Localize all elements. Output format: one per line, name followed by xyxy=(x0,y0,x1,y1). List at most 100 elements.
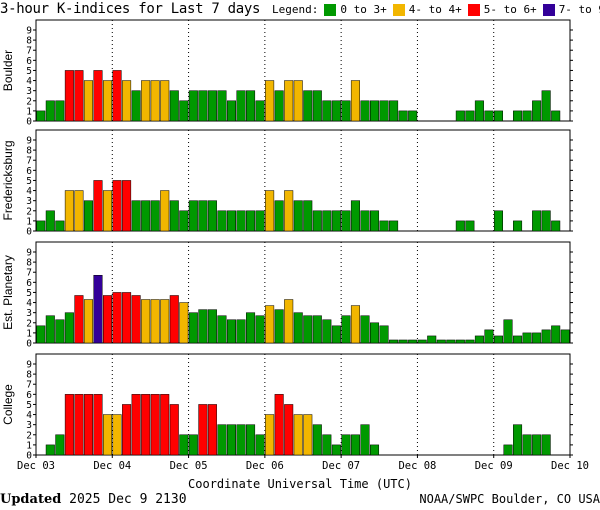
k-index-bar xyxy=(112,292,122,344)
k-index-bar xyxy=(179,434,189,456)
k-index-bar xyxy=(560,329,570,344)
k-index-bar xyxy=(417,339,427,344)
k-index-bar xyxy=(226,424,236,456)
k-index-bar xyxy=(36,220,46,232)
x-tick-label: Dec 10 xyxy=(551,460,589,472)
k-index-bar xyxy=(55,319,65,344)
k-index-bar xyxy=(93,180,103,232)
k-index-bar xyxy=(379,220,389,232)
y-tick-label: 1 xyxy=(26,216,32,227)
k-index-bar xyxy=(236,210,246,232)
legend-item-label: 7- to 9 xyxy=(558,3,600,16)
k-index-bar xyxy=(303,315,313,344)
k-index-bar xyxy=(122,80,132,122)
k-index-bar xyxy=(303,414,313,456)
k-index-bar xyxy=(74,295,84,344)
k-index-bar xyxy=(141,394,151,456)
panel-ylabel: Est. Planetary xyxy=(1,255,15,330)
k-index-bar xyxy=(274,309,284,344)
k-index-bar xyxy=(150,200,160,232)
panel-ylabel: College xyxy=(1,384,15,425)
y-tick-label: 5 xyxy=(26,288,32,299)
k-index-bar xyxy=(331,444,341,456)
y-tick-label: 9 xyxy=(26,248,32,259)
k-index-bar xyxy=(160,190,170,232)
legend-item-quiet: 0 to 3+ xyxy=(324,3,387,16)
k-index-bar xyxy=(198,309,208,344)
k-index-bar xyxy=(169,200,179,232)
x-tick-label: Dec 04 xyxy=(93,460,131,472)
k-index-bar xyxy=(274,90,284,122)
k-index-bar xyxy=(188,200,198,232)
y-tick-label: 3 xyxy=(26,308,32,319)
k-index-bar xyxy=(131,200,141,232)
y-tick-label: 0 xyxy=(26,339,32,350)
k-index-bar xyxy=(122,180,132,232)
k-index-bar xyxy=(446,339,456,344)
k-index-bar xyxy=(541,90,551,122)
x-tick-label: Dec 08 xyxy=(398,460,436,472)
k-index-bar xyxy=(265,80,275,122)
k-index-bar xyxy=(284,404,294,456)
legend-swatch-yellow xyxy=(392,3,405,16)
k-index-bar xyxy=(484,329,494,344)
y-tick-label: 1 xyxy=(26,440,32,451)
k-index-bar xyxy=(379,325,389,344)
k-index-bar xyxy=(522,434,532,456)
y-tick-label: 8 xyxy=(26,258,32,269)
k-index-bar xyxy=(532,210,542,232)
k-index-bar xyxy=(122,292,132,344)
k-index-bar xyxy=(74,190,84,232)
k-index-bar xyxy=(179,210,189,232)
k-index-bar xyxy=(322,434,332,456)
k-index-bar xyxy=(293,312,303,344)
k-index-bar xyxy=(36,110,46,122)
k-index-bar xyxy=(226,319,236,344)
y-tick-label: 2 xyxy=(26,430,32,441)
k-index-bar xyxy=(236,424,246,456)
k-index-bar xyxy=(45,315,55,344)
k-index-bar xyxy=(541,434,551,456)
updated-stamp: Updated 2025 Dec 9 2130 xyxy=(0,492,187,507)
y-tick-label: 9 xyxy=(26,360,32,371)
k-index-bar xyxy=(360,315,370,344)
k-index-bar xyxy=(179,100,189,122)
k-index-bar xyxy=(45,210,55,232)
k-index-bar xyxy=(503,319,513,344)
k-index-bar xyxy=(93,275,103,344)
k-index-bar xyxy=(312,210,322,232)
legend-item-active: 4- to 4+ xyxy=(392,3,462,16)
legend-label: Legend: xyxy=(272,3,319,16)
k-index-bar xyxy=(350,434,360,456)
k-index-bar xyxy=(74,70,84,122)
legend-item-label: 5- to 6+ xyxy=(483,3,537,16)
x-tick-label: Dec 06 xyxy=(246,460,284,472)
k-index-bar xyxy=(398,339,408,344)
y-tick-label: 8 xyxy=(26,370,32,381)
k-index-bar xyxy=(341,434,351,456)
k-index-bar xyxy=(513,424,523,456)
k-index-bar xyxy=(493,110,504,122)
k-index-bar xyxy=(131,394,141,456)
k-index-bar xyxy=(103,295,113,344)
k-index-bar xyxy=(532,434,542,456)
k-index-bar xyxy=(493,335,504,344)
k-index-bar xyxy=(370,100,380,122)
k-index-bar xyxy=(436,339,446,344)
k-index-bar xyxy=(312,90,322,122)
k-index-bar xyxy=(513,110,523,122)
k-index-bar xyxy=(370,210,380,232)
k-index-bar xyxy=(36,325,46,344)
legend-item-severe: 7- to 9 xyxy=(542,3,600,16)
k-index-bar xyxy=(246,90,256,122)
y-tick-label: 2 xyxy=(26,318,32,329)
k-index-bar xyxy=(350,305,360,344)
y-tick-label: 9 xyxy=(26,26,32,37)
k-index-bar xyxy=(255,434,265,456)
k-index-bar xyxy=(83,299,93,344)
k-index-bar xyxy=(265,414,275,456)
legend-swatch-red xyxy=(467,3,480,16)
k-index-bar xyxy=(370,322,380,344)
k-index-bar xyxy=(331,210,341,232)
y-tick-label: 1 xyxy=(26,106,32,117)
